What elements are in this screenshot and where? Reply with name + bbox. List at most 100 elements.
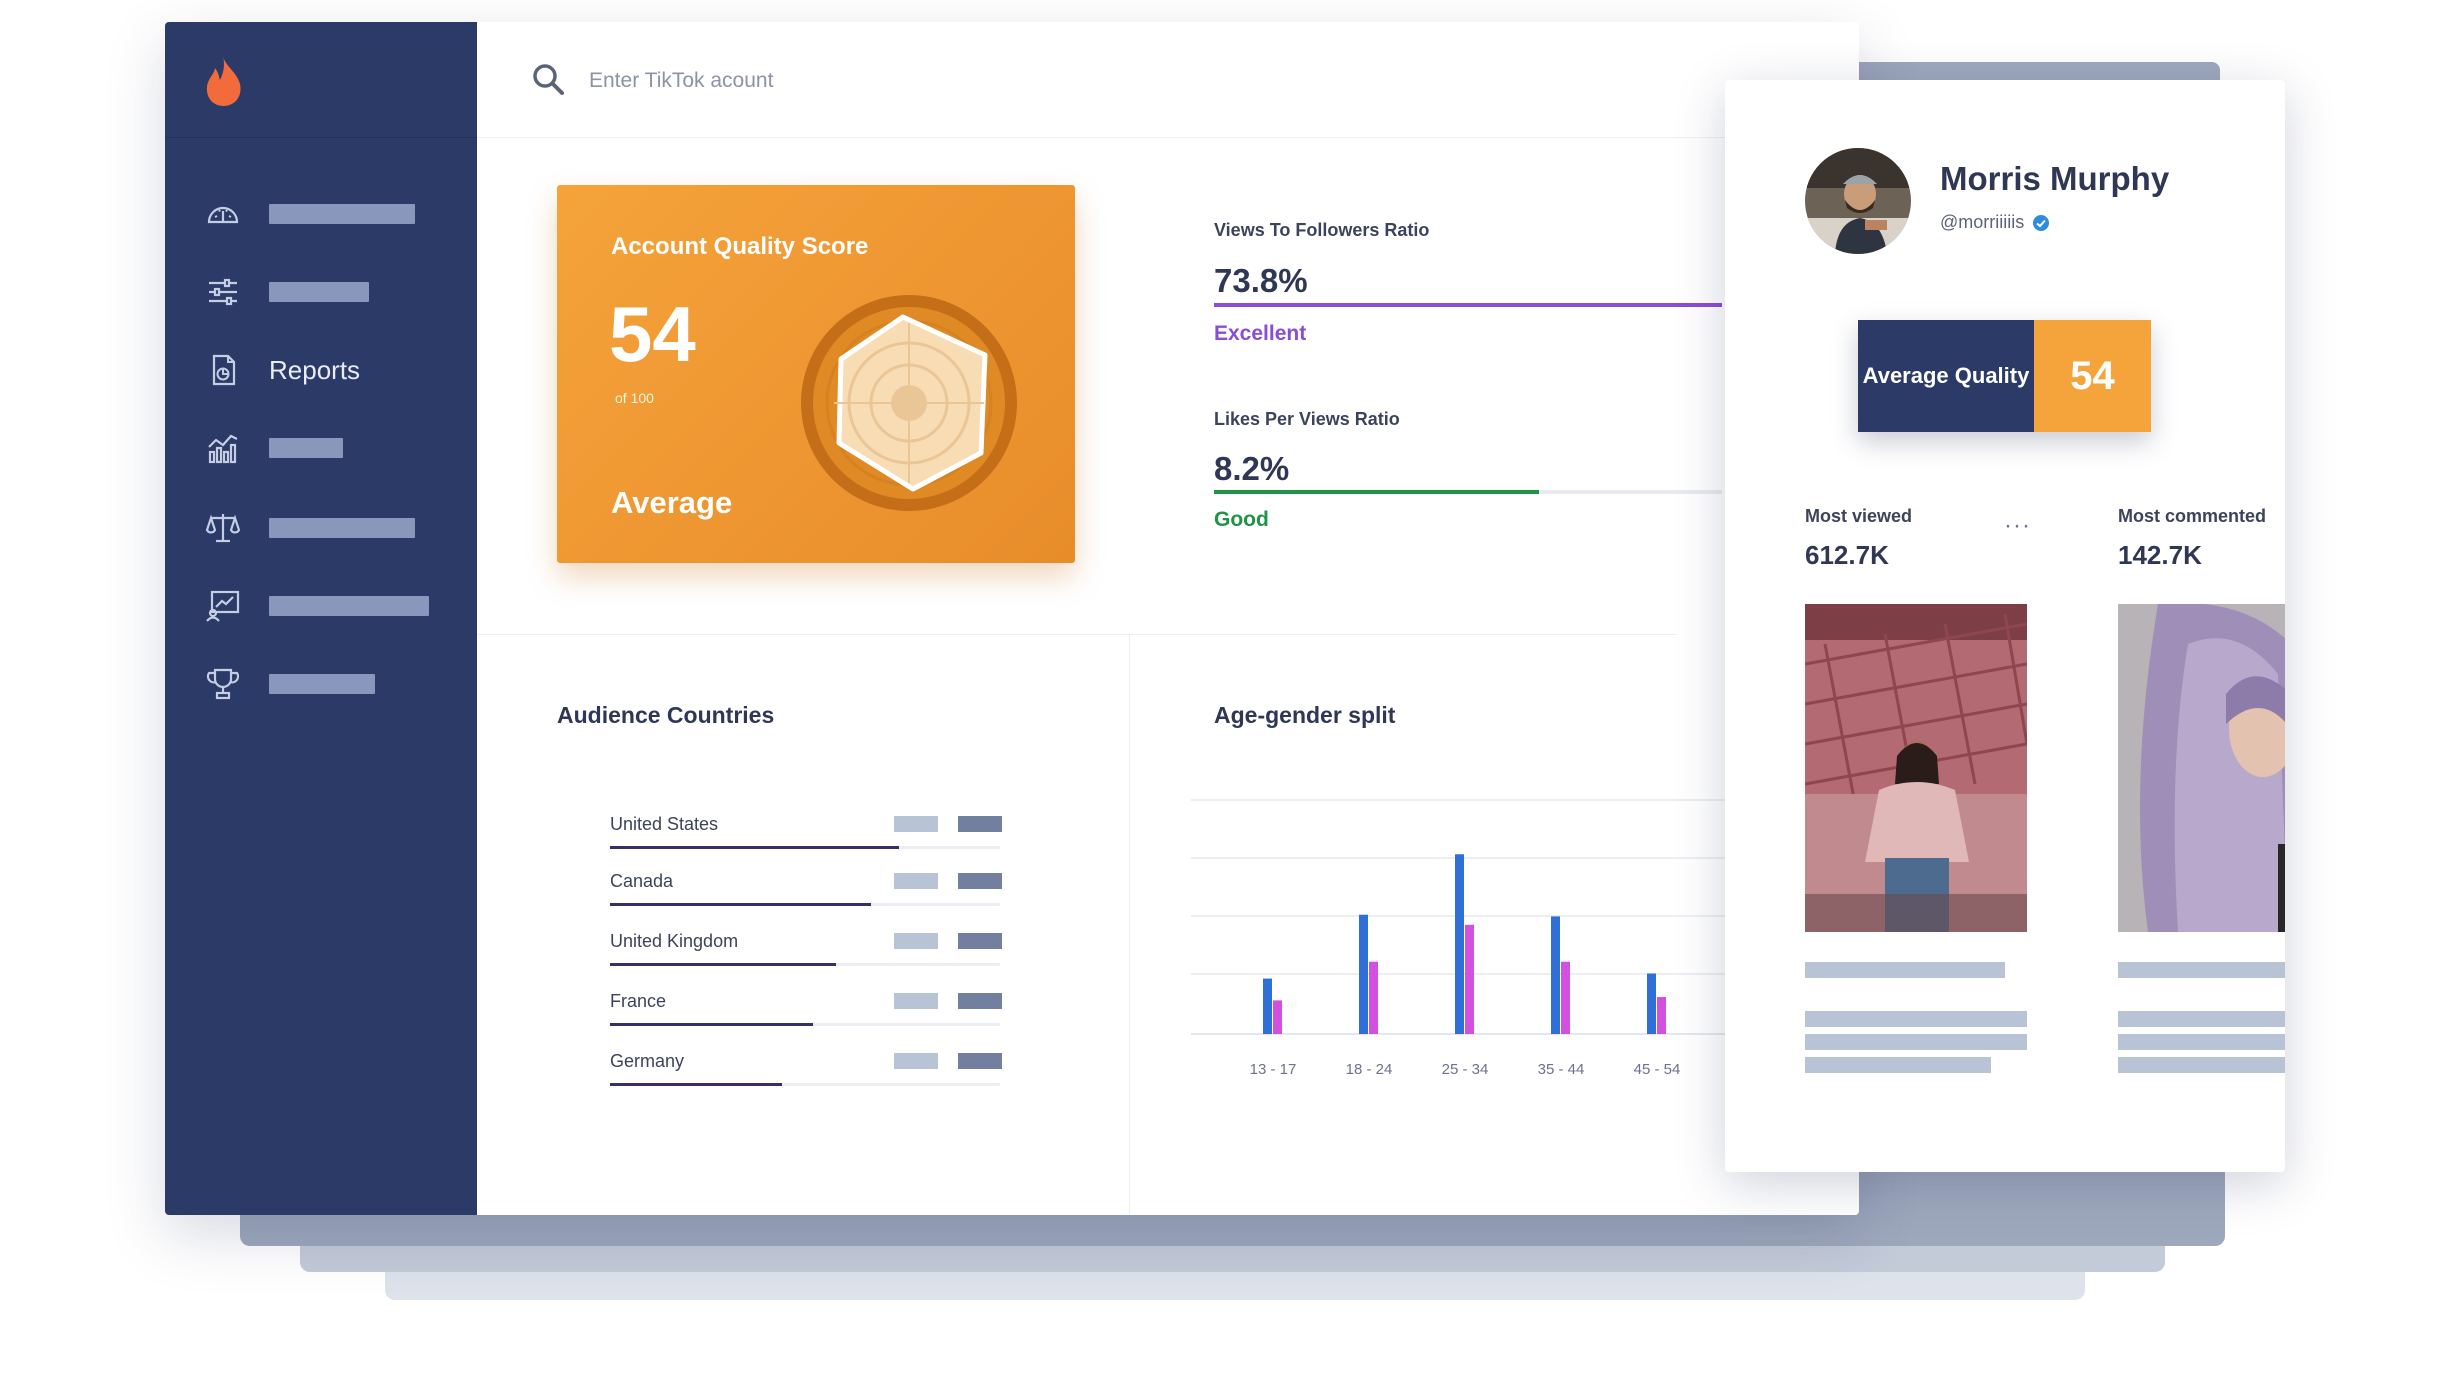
metric-progress-track xyxy=(1214,490,1722,494)
reports-icon xyxy=(212,354,236,386)
most-viewed-value: 612.7K xyxy=(1805,540,1889,570)
metric-value: 8.2% xyxy=(1214,450,1290,487)
avatar[interactable] xyxy=(1805,148,1911,254)
radar-chart xyxy=(801,295,1017,511)
sidebar-item-rankings[interactable] xyxy=(205,664,375,704)
trophy-icon xyxy=(206,668,240,700)
text-placeholder xyxy=(1805,1034,2027,1050)
balance-scale-icon xyxy=(205,514,241,543)
sidebar-item-presentation[interactable] xyxy=(205,586,429,626)
metric-progress-fill xyxy=(1214,303,1722,307)
chart-bar xyxy=(1647,973,1656,1034)
value-chip xyxy=(958,873,1002,889)
quality-value: 54 xyxy=(2034,320,2151,432)
metric-progress-track xyxy=(1214,303,1722,307)
app-window: Reports xyxy=(165,22,1859,1215)
chart-bar xyxy=(1465,924,1474,1034)
dashboard-icon xyxy=(207,206,239,224)
profile-card: Morris Murphy @morriiiiis Average Qualit… xyxy=(1725,80,2285,1172)
sidebar-item-filters[interactable] xyxy=(205,272,369,312)
country-bar-track xyxy=(610,1083,1000,1086)
text-placeholder xyxy=(2118,1057,2285,1073)
most-commented-thumbnail[interactable] xyxy=(2118,604,2285,932)
country-bar-track xyxy=(610,1023,1000,1026)
account-quality-score-card: Account Quality Score 54 of 100 Average xyxy=(557,185,1075,563)
sidebar-item-dashboard[interactable] xyxy=(205,194,415,234)
score-value: 54 xyxy=(609,290,696,378)
text-placeholder xyxy=(1805,962,2005,978)
value-chip xyxy=(894,1053,938,1069)
country-bar-fill xyxy=(610,1023,813,1026)
chart-bar xyxy=(1551,916,1560,1034)
profile-handle-row: @morriiiiis xyxy=(1940,212,2050,233)
most-commented-value: 142.7K xyxy=(2118,540,2202,570)
country-name: United States xyxy=(610,814,719,834)
logo-area xyxy=(165,22,477,138)
flame-logo-icon[interactable] xyxy=(203,54,247,108)
age-gender-chart: 13 - 17 18 - 24 25 - 34 35 - 44 45 - 54 xyxy=(1191,799,1731,1078)
country-bar-fill xyxy=(610,1083,782,1086)
nav-placeholder-bar xyxy=(269,674,375,694)
metric-rating: Excellent xyxy=(1214,322,1307,345)
chart-bar xyxy=(1369,961,1378,1034)
text-placeholder xyxy=(2118,1011,2285,1027)
country-bar-fill xyxy=(610,903,872,906)
country-bar-track xyxy=(610,963,1000,966)
country-row[interactable]: United Kingdom xyxy=(610,931,1002,966)
country-bar-track xyxy=(610,903,1000,906)
chart-tick-label: 18 - 24 xyxy=(1346,1061,1393,1078)
text-placeholder xyxy=(1805,1057,1991,1073)
most-commented-label: Most commented xyxy=(2118,506,2267,526)
search-input[interactable] xyxy=(587,60,1191,102)
sidebar-item-reports[interactable]: Reports xyxy=(205,350,360,390)
nav-placeholder-bar xyxy=(269,596,429,616)
chart-bar xyxy=(1561,961,1570,1034)
chart-bar xyxy=(1359,914,1368,1034)
country-row[interactable]: Canada xyxy=(610,871,1002,906)
text-placeholder xyxy=(1805,1011,2027,1027)
country-row[interactable]: Germany xyxy=(610,1051,1002,1086)
score-rating: Average xyxy=(611,485,733,520)
search-icon[interactable] xyxy=(531,62,565,96)
score-scale: of 100 xyxy=(615,390,654,406)
presentation-icon xyxy=(206,590,240,622)
quality-label: Average Quality xyxy=(1858,320,2034,432)
value-chip xyxy=(894,993,938,1009)
sidebar-item-label: Reports xyxy=(269,354,361,385)
text-placeholder xyxy=(2118,1034,2285,1050)
sidebar-item-analytics[interactable] xyxy=(205,428,343,468)
score-title: Account Quality Score xyxy=(611,233,869,260)
profile-name: Morris Murphy xyxy=(1940,160,2170,197)
value-chip xyxy=(958,1053,1002,1069)
metric-title: Likes Per Views Ratio xyxy=(1214,409,1400,429)
sidebar-item-compare[interactable] xyxy=(205,508,415,548)
section-divider xyxy=(1129,634,1130,1215)
chart-tick-label: 35 - 44 xyxy=(1538,1061,1585,1078)
most-viewed-thumbnail[interactable] xyxy=(1805,604,2027,932)
country-row[interactable]: France xyxy=(610,991,1002,1026)
profile-handle: @morriiiiis xyxy=(1940,212,2025,232)
country-name: United Kingdom xyxy=(610,931,739,951)
metric-progress-fill xyxy=(1214,490,1540,494)
nav-placeholder-bar xyxy=(269,518,415,538)
metric-rating: Good xyxy=(1214,508,1269,531)
text-placeholder xyxy=(2118,962,2285,978)
chart-bar xyxy=(1455,854,1464,1034)
more-options-icon[interactable]: ··· xyxy=(2004,512,2031,539)
country-bar-fill xyxy=(610,963,837,966)
most-viewed-label: Most viewed xyxy=(1805,506,1913,526)
country-bar-track xyxy=(610,846,1000,849)
age-gender-title: Age-gender split xyxy=(1214,702,1396,728)
average-quality-badge: Average Quality 54 xyxy=(1858,320,2151,432)
chart-bar xyxy=(1263,978,1272,1034)
nav-placeholder-bar xyxy=(269,204,415,224)
chart-tick-label: 45 - 54 xyxy=(1634,1061,1681,1078)
country-row[interactable]: United States xyxy=(610,814,1002,849)
country-name: France xyxy=(610,991,667,1011)
sidebar: Reports xyxy=(165,22,477,1215)
value-chip xyxy=(894,933,938,949)
verified-badge-icon xyxy=(2033,214,2050,231)
value-chip xyxy=(894,873,938,889)
chart-tick-label: 25 - 34 xyxy=(1442,1061,1489,1078)
section-divider xyxy=(477,634,1677,635)
